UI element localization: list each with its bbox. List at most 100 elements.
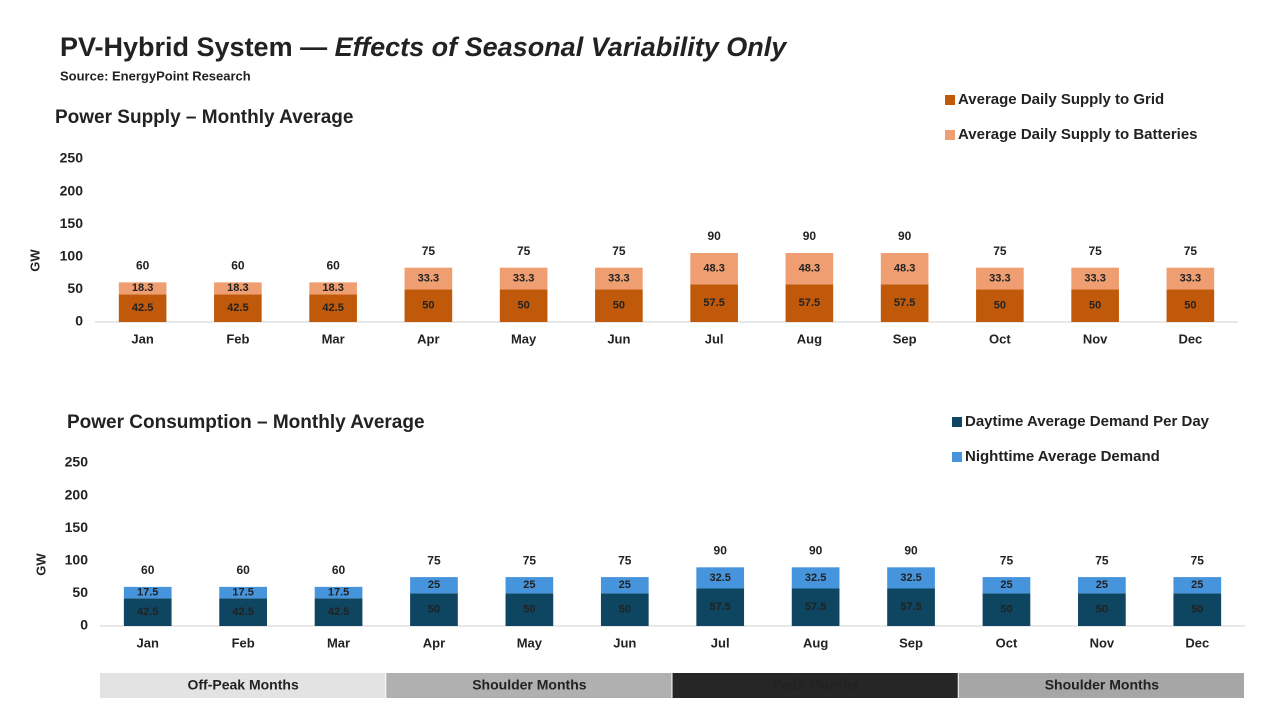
- y-tick-label: 0: [75, 313, 83, 329]
- total-label: 75: [1095, 553, 1109, 567]
- y-tick-label: 250: [65, 454, 89, 470]
- bar-segment: [690, 253, 738, 285]
- bar-segment: [219, 586, 267, 599]
- bar-segment: [696, 588, 745, 626]
- season-label: Shoulder Months: [1045, 677, 1160, 693]
- value-label: 42.5: [328, 606, 349, 618]
- chart-title: Power Supply – Monthly Average: [55, 107, 353, 128]
- bar-segment: [404, 289, 453, 322]
- total-label: 75: [618, 553, 632, 567]
- value-label: 50: [428, 604, 440, 616]
- x-tick-label: Dec: [1185, 635, 1209, 650]
- bar-segment: [410, 593, 458, 626]
- value-label: 17.5: [137, 586, 158, 598]
- value-label: 33.3: [513, 272, 534, 284]
- bar-segment: [785, 284, 834, 322]
- total-label: 60: [136, 259, 150, 273]
- value-label: 57.5: [894, 297, 915, 309]
- value-label: 42.5: [322, 302, 343, 314]
- total-label: 60: [326, 259, 340, 273]
- bar-segment: [219, 598, 267, 626]
- x-tick-label: Nov: [1090, 635, 1115, 650]
- total-label: 75: [1000, 553, 1014, 567]
- total-label: 75: [427, 553, 441, 567]
- x-tick-label: May: [517, 635, 543, 650]
- value-label: 42.5: [137, 606, 158, 618]
- bar-segment: [696, 567, 745, 589]
- value-label: 48.3: [894, 263, 915, 275]
- total-label: 75: [1191, 553, 1205, 567]
- total-label: 90: [803, 229, 817, 243]
- legend-label: Average Daily Supply to Grid: [958, 91, 1164, 108]
- total-label: 75: [1088, 244, 1102, 258]
- bar-segment: [976, 289, 1024, 322]
- y-tick-label: 150: [60, 215, 84, 231]
- x-tick-label: Dec: [1178, 331, 1202, 346]
- source: Source: EnergyPoint Research: [60, 68, 251, 83]
- value-label: 32.5: [709, 572, 730, 584]
- x-tick-label: Jan: [131, 331, 153, 346]
- value-label: 25: [523, 579, 535, 591]
- season-band: [958, 673, 1244, 698]
- value-label: 57.5: [799, 297, 820, 309]
- chart-title: Power Consumption – Monthly Average: [67, 412, 425, 433]
- bar-segment: [214, 282, 262, 295]
- legend-swatch: [945, 130, 955, 140]
- value-label: 18.3: [322, 282, 343, 294]
- bar-segment: [314, 586, 363, 599]
- bar-segment: [791, 588, 840, 626]
- y-axis-label: GW: [33, 553, 48, 576]
- x-tick-label: Jun: [613, 635, 636, 650]
- value-label: 57.5: [805, 601, 826, 613]
- value-label: 50: [1089, 300, 1101, 312]
- total-label: 75: [523, 553, 537, 567]
- x-tick-label: Apr: [417, 331, 439, 346]
- bar-segment: [887, 588, 935, 626]
- total-label: 75: [612, 244, 626, 258]
- bar-segment: [1078, 593, 1126, 626]
- total-label: 60: [236, 563, 250, 577]
- y-tick-label: 50: [72, 584, 88, 600]
- x-tick-label: Feb: [226, 331, 249, 346]
- bar-segment: [1071, 289, 1119, 322]
- bar-segment: [982, 577, 1031, 594]
- x-tick-label: Nov: [1083, 331, 1108, 346]
- bar-segment: [505, 577, 554, 594]
- legend-swatch: [952, 452, 962, 462]
- legend-label: Average Daily Supply to Batteries: [958, 126, 1198, 143]
- total-label: 75: [517, 244, 531, 258]
- value-label: 50: [422, 300, 434, 312]
- y-tick-label: 150: [65, 519, 89, 535]
- value-label: 17.5: [232, 586, 253, 598]
- value-label: 25: [428, 579, 440, 591]
- value-label: 33.3: [608, 272, 629, 284]
- title-main: PV-Hybrid System —: [60, 32, 327, 62]
- y-tick-label: 0: [80, 617, 88, 633]
- value-label: 50: [1184, 300, 1196, 312]
- value-label: 33.3: [418, 272, 439, 284]
- x-tick-label: Sep: [893, 331, 917, 346]
- legend-label: Nighttime Average Demand: [965, 448, 1160, 465]
- total-label: 90: [707, 229, 721, 243]
- x-tick-label: Jun: [607, 331, 630, 346]
- bar-segment: [600, 593, 649, 626]
- bar-segment: [887, 567, 935, 589]
- bar-segment: [595, 289, 643, 322]
- season-band: [100, 673, 386, 698]
- total-label: 90: [898, 229, 912, 243]
- bar-segment: [880, 253, 929, 285]
- total-label: 60: [332, 563, 346, 577]
- bar-segment: [309, 294, 357, 322]
- bar-segment: [314, 598, 363, 626]
- value-label: 33.3: [1180, 272, 1201, 284]
- bar-segment: [499, 289, 548, 322]
- bar-segment: [410, 577, 458, 594]
- total-label: 60: [231, 259, 245, 273]
- value-label: 48.3: [703, 263, 724, 275]
- legend-swatch: [945, 95, 955, 105]
- legend-label: Daytime Average Demand Per Day: [965, 413, 1210, 430]
- total-label: 90: [714, 543, 728, 557]
- x-tick-label: Mar: [322, 331, 345, 346]
- y-tick-label: 50: [67, 280, 83, 296]
